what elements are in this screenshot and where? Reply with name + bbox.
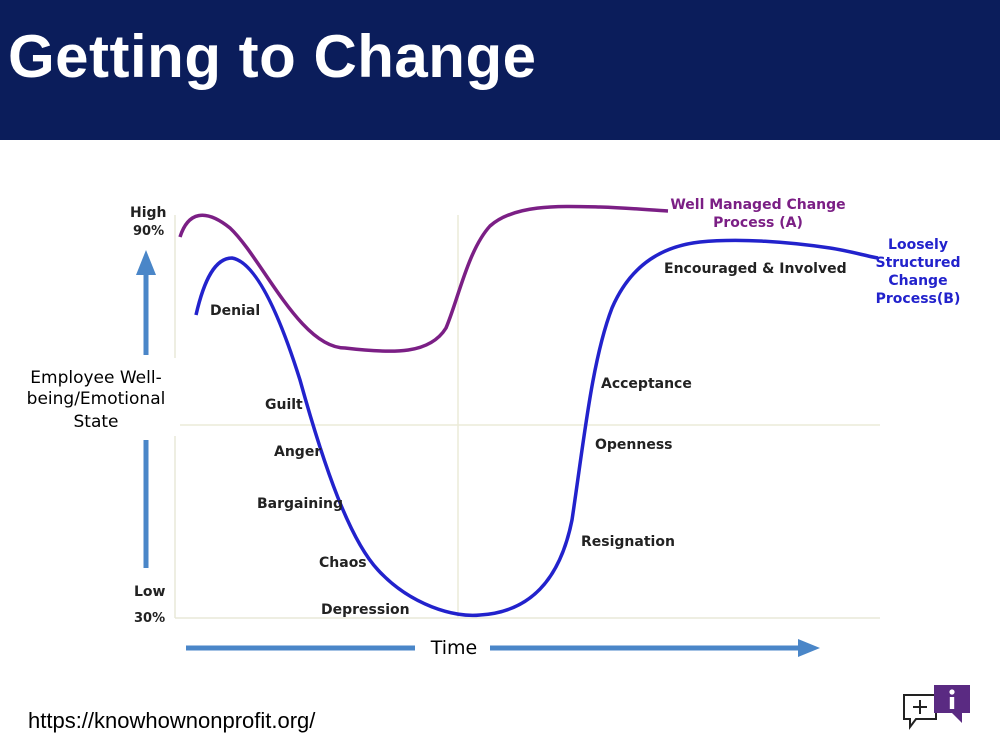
stage-depression: Depression: [321, 602, 410, 618]
chat-bubble-icon: [903, 694, 937, 730]
info-bubble-icon: [934, 685, 970, 723]
y-axis-label-line-3: State: [74, 412, 119, 432]
stage-openness: Openness: [595, 437, 673, 453]
curve-b-label-line-3: Change: [888, 273, 947, 289]
curve-a-label-line-1: Well Managed Change: [670, 197, 845, 213]
stage-anger: Anger: [274, 444, 321, 460]
x-axis-label: Time: [430, 637, 478, 659]
y-low-label: Low: [134, 584, 166, 600]
curve-well-managed: [178, 204, 669, 353]
curve-b-label-line-2: Structured: [875, 255, 960, 271]
stage-resignation: Resignation: [581, 534, 675, 550]
stage-denial: Denial: [210, 303, 260, 319]
y-high-label: High: [130, 205, 167, 221]
curve-a-label: Well Managed Change Process (A): [670, 197, 845, 231]
stage-guilt: Guilt: [265, 397, 303, 413]
y-axis-label-line-1: Employee Well-: [30, 368, 161, 388]
stage-bargaining: Bargaining: [257, 496, 343, 512]
change-curve-diagram: Employee Well- being/Emotional State Hig…: [0, 140, 1000, 700]
logo: [900, 683, 975, 731]
curve-b-label-line-4: Process(B): [876, 291, 961, 307]
y-low-pct: 30%: [134, 611, 165, 626]
curve-b-label: Loosely Structured Change Process(B): [875, 237, 960, 307]
curve-a-label-line-2: Process (A): [713, 215, 803, 231]
stage-acceptance: Acceptance: [601, 376, 692, 392]
diagram-svg: Employee Well- being/Emotional State Hig…: [20, 197, 961, 663]
y-axis-label: Employee Well- being/Emotional State: [20, 358, 180, 436]
title-bar: Getting to Change: [0, 0, 1000, 140]
curve-b-label-line-1: Loosely: [888, 237, 948, 253]
y-axis-label-line-2: being/Emotional: [27, 389, 166, 409]
y-high-pct: 90%: [133, 224, 164, 239]
footer-source-link[interactable]: https://knowhownonprofit.org/: [28, 708, 316, 733]
slide-title: Getting to Change: [8, 23, 537, 90]
stage-chaos: Chaos: [319, 555, 367, 571]
curve-loosely-structured: [194, 238, 879, 618]
stage-encouraged: Encouraged & Involved: [664, 261, 847, 277]
y-axis-arrow: [136, 250, 156, 568]
x-axis-arrow: [186, 639, 820, 657]
